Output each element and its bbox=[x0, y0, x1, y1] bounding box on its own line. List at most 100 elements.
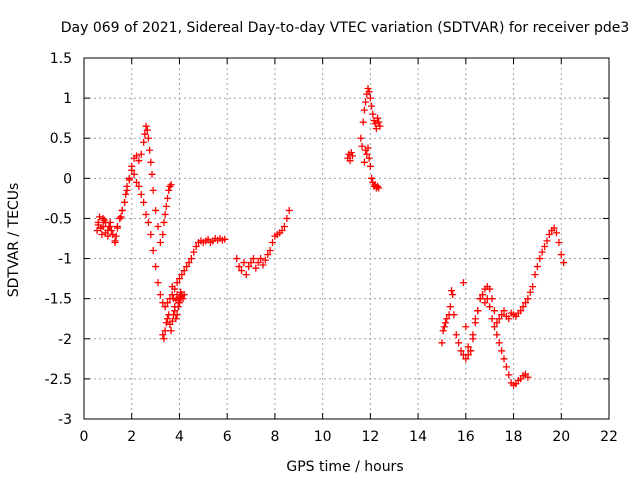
y-tick-label: 1 bbox=[63, 91, 72, 107]
y-tick-label: -3 bbox=[58, 412, 72, 428]
data-point bbox=[366, 162, 374, 170]
data-point bbox=[113, 222, 121, 230]
y-tick-label: 1.5 bbox=[50, 51, 72, 67]
data-point bbox=[471, 319, 479, 327]
data-point bbox=[161, 327, 169, 335]
data-point bbox=[348, 152, 356, 160]
data-point bbox=[143, 126, 151, 134]
data-point bbox=[173, 279, 181, 287]
data-point bbox=[185, 259, 193, 267]
data-point bbox=[553, 229, 560, 237]
data-point bbox=[363, 150, 371, 158]
data-point bbox=[96, 213, 104, 221]
data-point bbox=[269, 239, 277, 247]
data-point bbox=[178, 271, 186, 279]
data-point bbox=[479, 291, 487, 299]
data-point bbox=[111, 239, 119, 247]
data-point bbox=[156, 239, 164, 247]
data-point bbox=[190, 248, 198, 256]
data-point bbox=[533, 263, 541, 271]
data-point bbox=[161, 303, 169, 311]
data-point bbox=[481, 299, 489, 307]
data-point bbox=[526, 288, 534, 296]
data-point bbox=[538, 248, 546, 256]
data-point bbox=[457, 347, 465, 355]
data-point bbox=[149, 186, 157, 194]
data-point bbox=[368, 174, 376, 182]
data-point bbox=[529, 283, 537, 291]
data-point bbox=[500, 307, 508, 315]
x-tick-label: 2 bbox=[127, 429, 136, 445]
data-point bbox=[116, 214, 124, 222]
data-point bbox=[104, 226, 112, 234]
data-point bbox=[140, 138, 148, 146]
data-point bbox=[375, 118, 383, 126]
data-point bbox=[130, 170, 138, 178]
data-point bbox=[249, 255, 257, 263]
data-point bbox=[448, 287, 455, 295]
data-point bbox=[358, 142, 366, 150]
data-point bbox=[240, 259, 248, 267]
data-points bbox=[93, 84, 568, 389]
data-point bbox=[357, 134, 365, 142]
data-point bbox=[440, 323, 448, 331]
data-point bbox=[98, 230, 106, 238]
data-point bbox=[168, 283, 176, 291]
data-point bbox=[167, 181, 175, 189]
data-point bbox=[149, 247, 157, 255]
x-tick-label: 0 bbox=[80, 429, 89, 445]
y-tick-label: -1 bbox=[58, 252, 72, 268]
data-point bbox=[164, 194, 172, 202]
data-point bbox=[142, 210, 150, 218]
data-point bbox=[524, 373, 532, 381]
data-point bbox=[360, 106, 368, 114]
data-point bbox=[112, 232, 120, 240]
data-point bbox=[159, 230, 167, 238]
data-point bbox=[146, 146, 154, 154]
data-point bbox=[167, 327, 175, 335]
data-point bbox=[183, 263, 191, 271]
chart-title: Day 069 of 2021, Sidereal Day-to-day VTE… bbox=[61, 20, 630, 36]
data-point bbox=[370, 117, 378, 125]
data-point bbox=[175, 275, 183, 283]
data-point bbox=[174, 296, 182, 304]
data-point bbox=[147, 158, 155, 166]
data-point bbox=[442, 319, 450, 327]
data-point bbox=[257, 255, 265, 263]
data-point bbox=[264, 251, 272, 259]
data-point bbox=[285, 206, 293, 214]
y-tick-label: 0.5 bbox=[50, 131, 72, 147]
data-point bbox=[106, 222, 114, 230]
data-point bbox=[459, 279, 467, 287]
data-point bbox=[242, 271, 250, 279]
data-point bbox=[443, 315, 451, 323]
x-tick-label: 10 bbox=[314, 429, 332, 445]
data-point bbox=[536, 255, 544, 263]
data-point bbox=[137, 190, 145, 198]
data-point bbox=[455, 339, 463, 347]
data-point bbox=[160, 218, 168, 226]
data-point bbox=[543, 237, 551, 245]
data-point bbox=[93, 226, 101, 234]
data-point bbox=[462, 355, 470, 363]
data-point bbox=[464, 343, 472, 351]
data-point bbox=[171, 303, 179, 311]
data-point bbox=[488, 295, 496, 303]
data-point bbox=[144, 134, 152, 142]
data-point bbox=[259, 261, 267, 269]
data-point bbox=[498, 311, 506, 319]
data-point bbox=[159, 331, 167, 339]
data-point bbox=[172, 315, 180, 323]
data-point bbox=[495, 315, 503, 323]
data-point bbox=[369, 110, 377, 118]
data-point bbox=[500, 355, 508, 363]
data-point bbox=[374, 114, 382, 122]
data-point bbox=[133, 152, 140, 160]
data-point bbox=[555, 239, 563, 247]
data-point bbox=[462, 323, 470, 331]
data-point bbox=[148, 170, 156, 178]
data-point bbox=[154, 222, 162, 230]
data-point bbox=[247, 259, 255, 267]
data-point bbox=[366, 94, 374, 102]
data-point bbox=[364, 84, 372, 92]
